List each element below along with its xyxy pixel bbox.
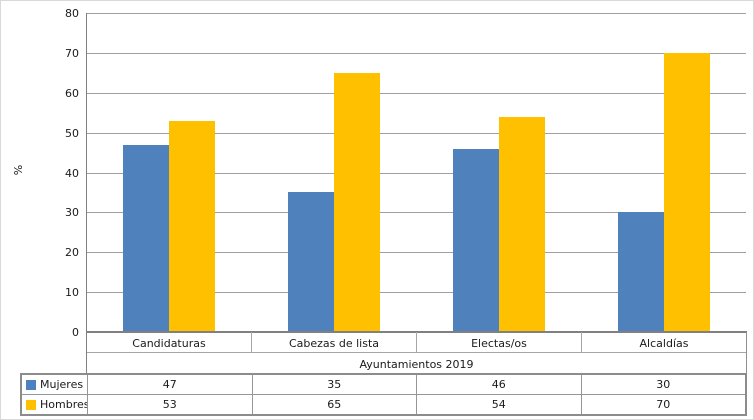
category-label-1: Candidaturas — [87, 332, 252, 352]
table-value-mujeres-4: 30 — [656, 378, 671, 391]
y-tick-label-70: 70 — [65, 46, 79, 60]
plot-area — [87, 13, 746, 332]
y-axis-title: % — [12, 164, 25, 176]
y-tick-label-30: 30 — [65, 206, 79, 220]
legend-label: Mujeres — [40, 378, 84, 391]
table-value-hombres-2: 65 — [253, 395, 417, 414]
legend-swatch-mujeres — [26, 379, 36, 390]
bar-hombres-4 — [663, 52, 710, 332]
table-value-hombres-1: 53 — [88, 395, 253, 414]
legend-label: Hombres — [40, 398, 88, 411]
table-value-hombres-3: 54 — [417, 395, 582, 414]
y-tick-label-80: 80 — [65, 7, 79, 20]
y-tick-label-50: 50 — [65, 126, 79, 140]
legend-cell-mujeres: Mujeres — [22, 375, 88, 394]
table-row-hombres: Hombres 53 65 54 70 — [22, 394, 745, 414]
table-row-mujeres: Mujeres 47 35 46 30 — [22, 375, 745, 394]
gridline-30 — [87, 212, 746, 214]
bar-mujeres-2 — [288, 192, 335, 332]
gridline-20 — [87, 252, 746, 254]
legend-swatch-hombres — [26, 399, 36, 410]
y-tick-label-0: 0 — [72, 326, 79, 339]
category-row-right-edge — [746, 332, 747, 374]
category-label-2: Cabezas de lista — [252, 332, 417, 352]
table-value-mujeres-3: 46 — [417, 375, 582, 394]
x-axis-title: Ayuntamientos 2019 — [359, 357, 474, 371]
y-tick-label-20: 20 — [65, 246, 79, 260]
legend-cell-hombres: Hombres — [22, 395, 88, 414]
table-value-hombres-4: 70 — [656, 398, 671, 411]
data-table: Mujeres 47 35 46 30 Hombres 53 65 54 70 — [20, 373, 747, 416]
bar-mujeres-3 — [452, 148, 499, 332]
gridline-60 — [87, 92, 746, 94]
gridline-10 — [87, 292, 746, 294]
y-axis-line — [86, 13, 87, 373]
bar-hombres-3 — [498, 116, 545, 332]
category-axis-labels: Candidaturas Cabezas de lista Electas/os Al… — [87, 332, 746, 353]
y-tick-label-40: 40 — [65, 166, 79, 180]
gridline-80 — [87, 13, 746, 14]
bar-mujeres-4 — [617, 212, 664, 332]
category-label-4: Alcaldías — [639, 336, 689, 350]
gridline-50 — [87, 132, 746, 134]
table-value-mujeres-2: 35 — [253, 375, 417, 394]
category-label-3: Electas/os — [417, 332, 582, 352]
bar-mujeres-1 — [123, 144, 170, 332]
y-tick-label-10: 10 — [65, 286, 79, 300]
bar-hombres-2 — [334, 72, 381, 332]
gridline-40 — [87, 172, 746, 174]
gridline-70 — [87, 52, 746, 54]
table-value-mujeres-1: 47 — [88, 375, 253, 394]
y-tick-label-60: 60 — [65, 86, 79, 100]
bar-hombres-1 — [169, 120, 216, 332]
